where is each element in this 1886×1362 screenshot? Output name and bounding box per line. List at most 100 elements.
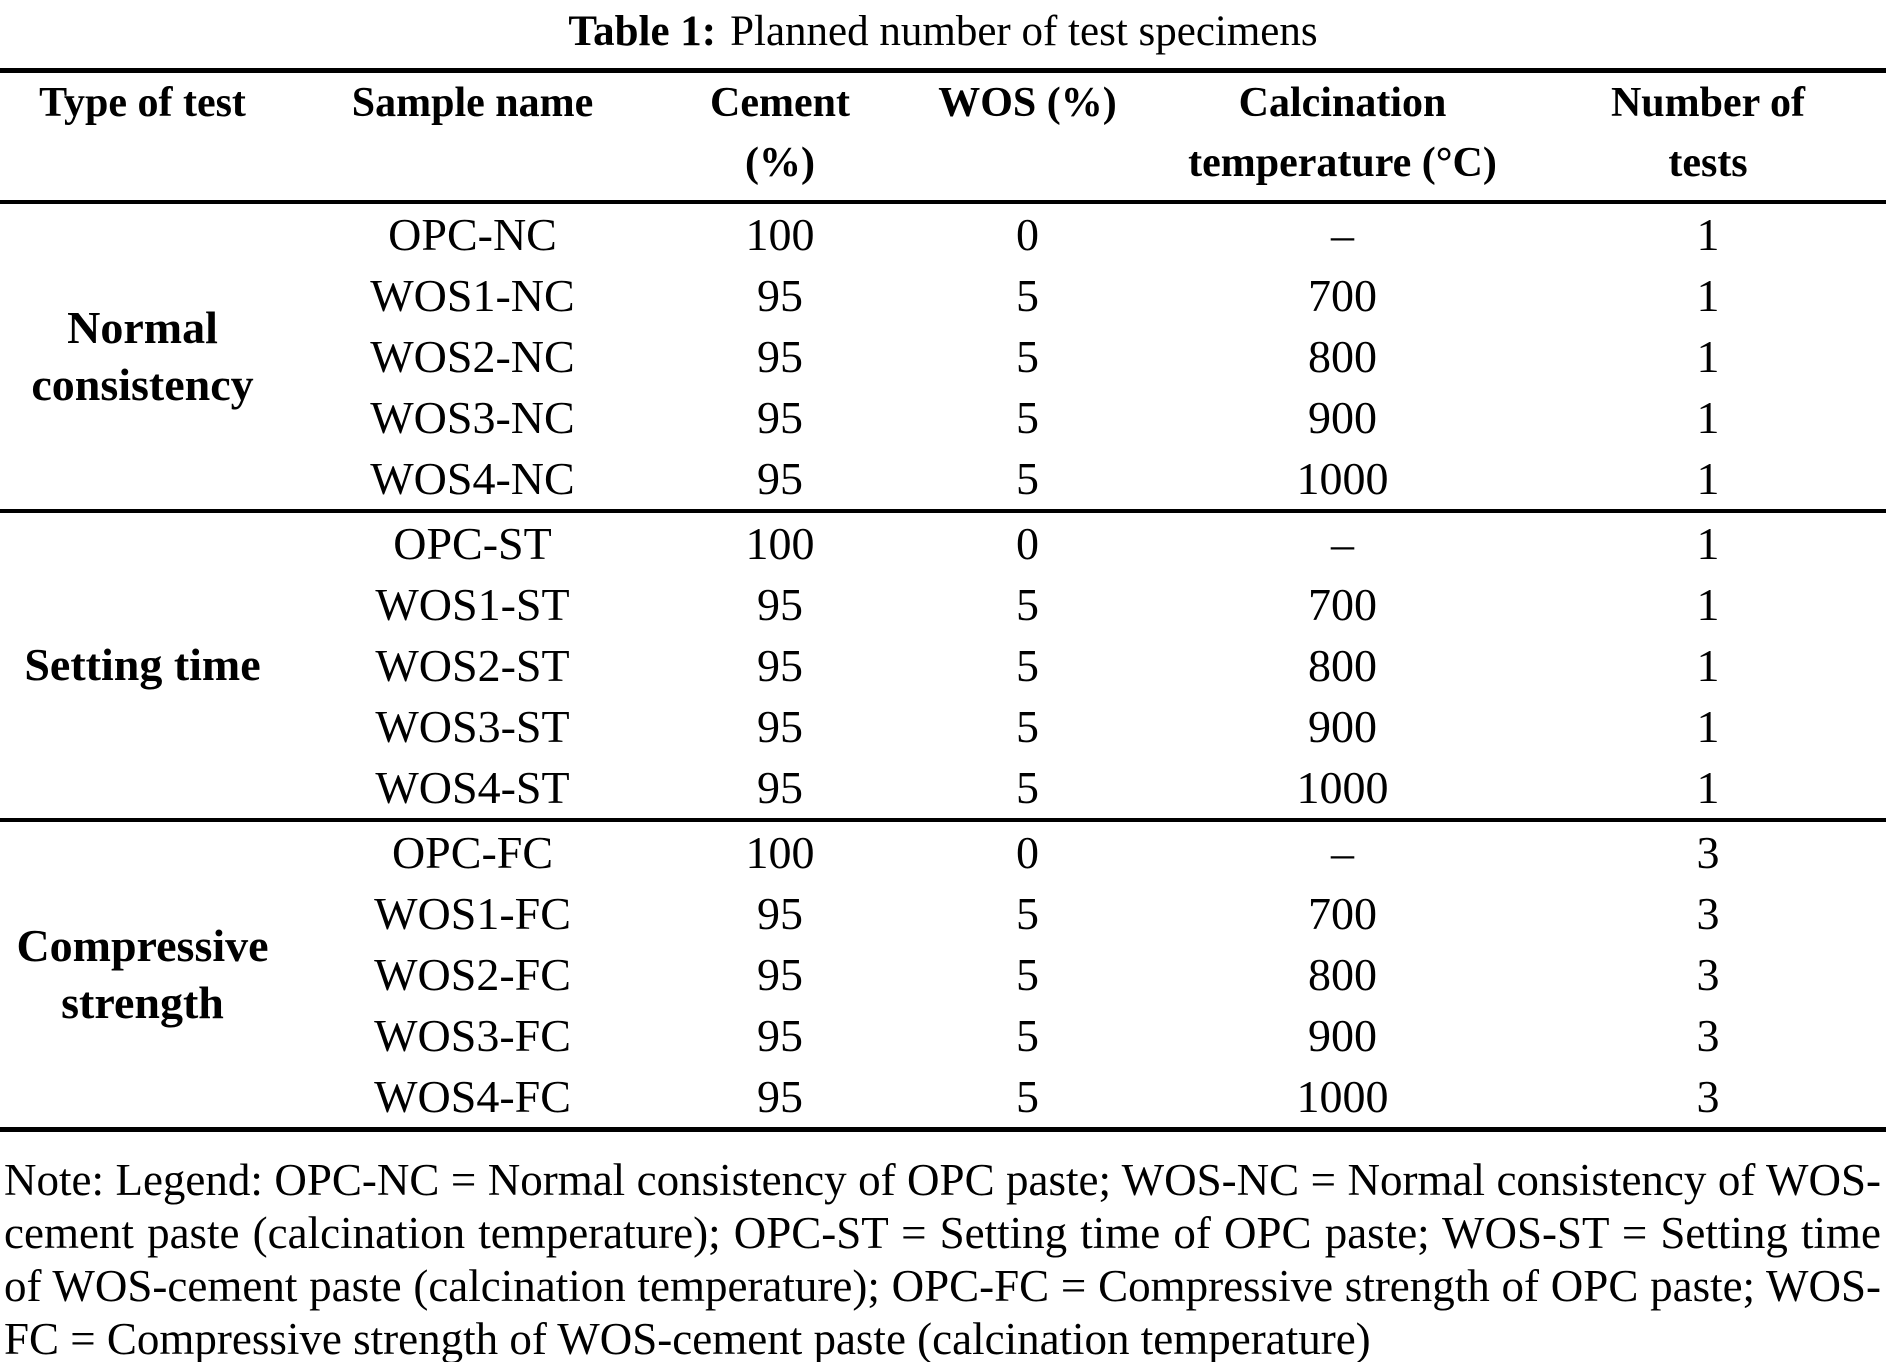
table-row: Normal consistency OPC-NC 100 0–1 [0, 201, 1886, 513]
cell-cement-pct: 100 [745, 208, 815, 260]
column-header-line: Sample name [351, 80, 594, 126]
cell-sample-name: WOS1-NC [370, 269, 575, 321]
cell-cement-pct: 95 [757, 1009, 803, 1061]
column-header-wos-pct: WOS (%) [900, 70, 1155, 204]
column-header-number-of-tests: Number of tests [1530, 70, 1886, 204]
cell-wos-pct: 5 [1016, 330, 1039, 382]
column-header-line: (%) [745, 140, 815, 186]
table-row: Compressive strength OPC-FC 100 0–3 [0, 819, 1886, 1131]
column-header-line: Cement [710, 80, 850, 126]
cell-sample-name: WOS4-ST [285, 756, 660, 822]
cell-calcination-temp: 900 [1308, 700, 1377, 752]
cell-wos-pct: 5 [1016, 1009, 1039, 1061]
table-note: Note: Legend: OPC-NC = Normal consistenc… [4, 1154, 1881, 1362]
cell-sample-name: WOS1-FC [374, 887, 571, 939]
column-header-line: tests [1668, 140, 1748, 186]
cell-calcination-temp: 1000 [1155, 756, 1530, 822]
cell-cement-pct: 95 [757, 391, 803, 443]
cell-cement-pct: 95 [660, 1065, 900, 1131]
cell-wos-pct: 5 [900, 756, 1155, 822]
cell-number-of-tests: 1 [1530, 447, 1886, 513]
cell-cement-pct: 100 [745, 826, 815, 878]
cell-number-of-tests: 3 [1696, 1009, 1720, 1061]
cell-wos-pct: 5 [1016, 948, 1039, 1000]
cell-calcination-temp: 1000 [1155, 447, 1530, 513]
cell-cement-pct: 100 [745, 517, 815, 569]
column-header-calcination-temp: Calcination temperature (°C) [1155, 70, 1530, 204]
table-row: WOS3-FC 95 5 900 3 [0, 1005, 1886, 1066]
table-header: Type of test Sample name Cement (%) WOS (%) C… [0, 70, 1886, 204]
cell-wos-pct: 0 [1016, 208, 1039, 260]
column-header-line: Type of test [39, 80, 246, 126]
cell-cement-pct: 95 [660, 447, 900, 513]
cell-number-of-tests: 1 [1696, 700, 1720, 752]
cell-wos-pct: 0 [1016, 517, 1039, 569]
column-header-sample-name: Sample name [285, 70, 660, 204]
cell-calcination-temp: 900 [1308, 1009, 1377, 1061]
cell-wos-pct: 5 [900, 447, 1155, 513]
cell-calcination-temp: – [1331, 826, 1354, 878]
table-row: WOS3-ST 95 5 900 1 [0, 696, 1886, 757]
cell-sample-name: WOS3-FC [374, 1009, 571, 1061]
table-row: WOS4-ST 95 5 1000 1 [0, 756, 1886, 822]
cell-sample-name: WOS2-FC [374, 948, 571, 1000]
column-header-line: WOS (%) [938, 80, 1117, 126]
cell-number-of-tests: 1 [1696, 269, 1720, 321]
cell-cement-pct: 95 [757, 948, 803, 1000]
cell-number-of-tests: 1 [1530, 756, 1886, 822]
cell-sample-name: WOS3-ST [375, 700, 570, 752]
cell-sample-name: WOS4-FC [285, 1065, 660, 1131]
table-body: Normal consistency OPC-NC 100 0–1 WOS1-NC 95 5… [0, 201, 1886, 1131]
cell-number-of-tests: 3 [1696, 826, 1720, 878]
cell-number-of-tests: 1 [1696, 208, 1720, 260]
cell-calcination-temp: 800 [1308, 639, 1377, 691]
table-row: WOS2-NC 95 5 800 1 [0, 326, 1886, 387]
cell-calcination-temp: 900 [1308, 391, 1377, 443]
cell-calcination-temp: – [1331, 208, 1354, 260]
cell-cement-pct: 95 [757, 887, 803, 939]
column-header-cement-pct: Cement (%) [660, 70, 900, 204]
cell-wos-pct: 5 [1016, 700, 1039, 752]
cell-wos-pct: 5 [1016, 391, 1039, 443]
cell-calcination-temp: 1000 [1155, 1065, 1530, 1131]
cell-sample-name: WOS1-ST [375, 578, 570, 630]
cell-wos-pct: 5 [900, 1065, 1155, 1131]
cell-sample-name: WOS2-NC [370, 330, 575, 382]
cell-wos-pct: 5 [1016, 887, 1039, 939]
cell-sample-name: WOS2-ST [375, 639, 570, 691]
cell-sample-name: WOS4-NC [285, 447, 660, 513]
table-row: WOS4-NC 95 5 1000 1 [0, 447, 1886, 513]
table-row: WOS4-FC 95 5 1000 3 [0, 1065, 1886, 1131]
table-header-row: Type of test Sample name Cement (%) WOS (%) C… [0, 70, 1886, 204]
group-label-compressive-strength: Compressive strength [0, 819, 285, 1131]
cell-number-of-tests: 1 [1696, 578, 1720, 630]
cell-number-of-tests: 1 [1696, 639, 1720, 691]
cell-cement-pct: 95 [757, 578, 803, 630]
table-row: WOS2-FC 95 5 800 3 [0, 944, 1886, 1005]
column-header-line: temperature (°C) [1188, 140, 1497, 186]
cell-cement-pct: 95 [757, 330, 803, 382]
cell-sample-name: OPC-NC [388, 208, 557, 260]
table-title-text: Planned number of test specimens [730, 8, 1318, 55]
column-header-line: Number of [1610, 80, 1806, 126]
cell-number-of-tests: 1 [1696, 517, 1720, 569]
group-label-setting-time: Setting time [0, 510, 285, 822]
table-title-label: Table 1: [568, 8, 717, 55]
cell-sample-name: OPC-ST [393, 517, 552, 569]
cell-number-of-tests: 3 [1696, 948, 1720, 1000]
cell-number-of-tests: 1 [1696, 391, 1720, 443]
group-label-normal-consistency: Normal consistency [0, 201, 285, 513]
cell-calcination-temp: 700 [1308, 269, 1377, 321]
cell-wos-pct: 5 [1016, 578, 1039, 630]
cell-wos-pct: 5 [1016, 639, 1039, 691]
table-row: Setting time OPC-ST 100 0–1 [0, 510, 1886, 822]
table-row: WOS2-ST 95 5 800 1 [0, 635, 1886, 696]
table-title: Table 1: Planned number of test specimens [0, 0, 1886, 68]
cell-wos-pct: 5 [1016, 269, 1039, 321]
cell-number-of-tests: 1 [1696, 330, 1720, 382]
cell-wos-pct: 0 [1016, 826, 1039, 878]
specimens-table: Type of test Sample name Cement (%) WOS (%) C… [0, 68, 1886, 1132]
cell-calcination-temp: 700 [1308, 887, 1377, 939]
cell-cement-pct: 95 [757, 700, 803, 752]
